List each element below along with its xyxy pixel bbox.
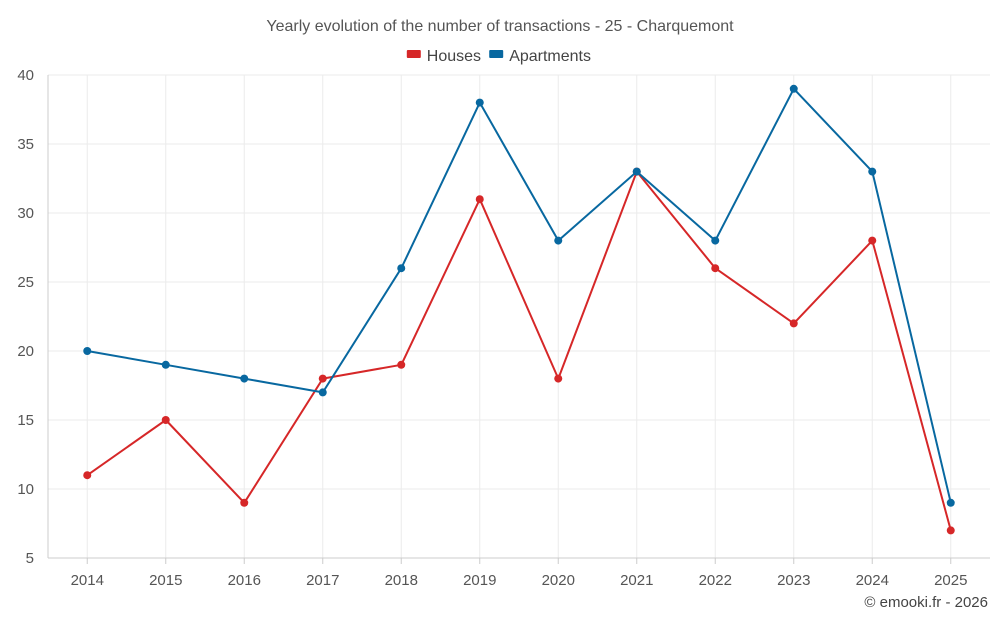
legend-swatch-houses [406, 50, 421, 58]
apartments-line [87, 87, 952, 504]
y-tick-label: 25 [17, 274, 34, 291]
x-tick-label: 2024 [856, 572, 889, 589]
x-tick-label: 2014 [71, 572, 104, 589]
x-tick-label: 2019 [463, 572, 496, 589]
x-tick-label: 2023 [777, 572, 810, 589]
grid [47, 74, 990, 559]
x-tick-label: 2025 [934, 572, 967, 589]
legend-item-houses: Houses [406, 48, 481, 65]
legend: Houses Apartments [406, 48, 591, 65]
y-tick-label: 40 [17, 67, 34, 84]
apartments-point [554, 236, 563, 245]
y-axis: 5 10 15 20 25 30 35 40 [17, 67, 34, 567]
apartments-point [318, 388, 327, 397]
apartments-point [240, 374, 249, 383]
apartments-point [711, 236, 720, 245]
legend-item-apartments: Apartments [489, 48, 591, 65]
houses-point [789, 319, 798, 328]
houses-point [83, 471, 92, 480]
y-tick-label: 15 [17, 412, 34, 429]
x-tick-label: 2016 [228, 572, 261, 589]
legend-label-houses: Houses [427, 48, 481, 65]
x-axis: 2014 2015 2016 2017 2018 2019 2020 2021 2022 2023… [71, 558, 967, 589]
houses-point [711, 264, 720, 273]
houses-point [946, 526, 955, 535]
houses-point [397, 360, 406, 369]
legend-label-apartments: Apartments [509, 48, 591, 65]
x-tick-label: 2021 [620, 572, 653, 589]
apartments-point [397, 264, 406, 273]
x-tick-label: 2022 [699, 572, 732, 589]
x-tick-label: 2018 [385, 572, 418, 589]
apartments-point [789, 84, 798, 93]
apartments-point [475, 98, 484, 107]
legend-swatch-apartments [489, 50, 504, 58]
copyright-label: © emooki.fr - 2026 [864, 594, 988, 611]
x-tick-label: 2020 [542, 572, 575, 589]
apartments-point [161, 360, 170, 369]
x-tick-label: 2015 [149, 572, 182, 589]
x-tick-label: 2017 [306, 572, 339, 589]
houses-point [318, 374, 327, 383]
houses-point [868, 236, 877, 245]
series-apartments [83, 84, 955, 507]
y-tick-label: 20 [17, 343, 34, 360]
apartments-point [868, 167, 877, 176]
houses-point [475, 195, 484, 204]
y-tick-label: 35 [17, 136, 34, 153]
houses-point [161, 416, 170, 424]
y-tick-label: 30 [17, 205, 34, 222]
apartments-point [946, 498, 955, 507]
apartments-point [632, 167, 641, 176]
houses-point [240, 498, 249, 507]
series-layer [83, 84, 955, 535]
y-tick-label: 5 [26, 550, 34, 567]
chart-title: Yearly evolution of the number of transa… [266, 18, 734, 35]
houses-line [86, 170, 952, 531]
apartments-point [83, 347, 92, 355]
houses-point [554, 374, 563, 383]
y-tick-label: 10 [17, 481, 34, 498]
